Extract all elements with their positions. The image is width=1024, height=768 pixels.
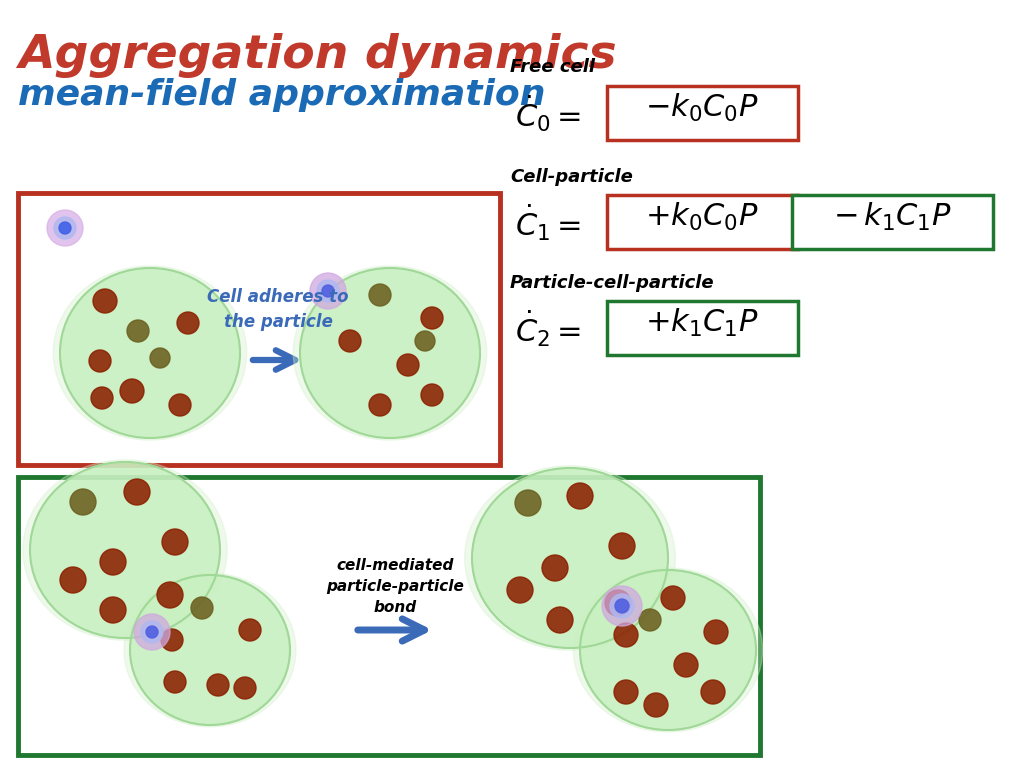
- Circle shape: [610, 594, 634, 618]
- Circle shape: [547, 607, 573, 633]
- Circle shape: [100, 597, 126, 623]
- Ellipse shape: [472, 468, 668, 648]
- Text: $\dot{C}_2 = $: $\dot{C}_2 = $: [515, 308, 582, 349]
- Circle shape: [421, 384, 443, 406]
- Text: mean-field approximation: mean-field approximation: [18, 78, 546, 112]
- Ellipse shape: [53, 266, 247, 440]
- Circle shape: [369, 394, 391, 416]
- Circle shape: [615, 599, 629, 613]
- Circle shape: [47, 210, 83, 246]
- Circle shape: [150, 348, 170, 368]
- Text: $+k_0C_0P$: $+k_0C_0P$: [645, 201, 759, 233]
- Circle shape: [91, 387, 113, 409]
- Text: cell-mediated
particle-particle
bond: cell-mediated particle-particle bond: [326, 558, 464, 615]
- FancyBboxPatch shape: [18, 477, 760, 755]
- Circle shape: [141, 621, 163, 643]
- Circle shape: [89, 350, 111, 372]
- Circle shape: [134, 614, 170, 650]
- Circle shape: [124, 479, 150, 505]
- FancyBboxPatch shape: [607, 195, 798, 249]
- Circle shape: [397, 354, 419, 376]
- FancyBboxPatch shape: [607, 86, 798, 140]
- Circle shape: [191, 597, 213, 619]
- Circle shape: [614, 680, 638, 704]
- Circle shape: [54, 217, 76, 239]
- Text: Aggregation dynamics: Aggregation dynamics: [18, 33, 616, 78]
- Circle shape: [239, 619, 261, 641]
- Ellipse shape: [30, 462, 220, 638]
- FancyBboxPatch shape: [607, 301, 798, 355]
- Circle shape: [415, 331, 435, 351]
- Circle shape: [234, 677, 256, 699]
- Circle shape: [705, 620, 728, 644]
- Circle shape: [542, 555, 568, 581]
- Circle shape: [322, 285, 334, 297]
- Circle shape: [701, 680, 725, 704]
- Ellipse shape: [60, 268, 240, 438]
- Ellipse shape: [300, 268, 480, 438]
- Circle shape: [162, 529, 188, 555]
- Text: $\dot{C}_0 = $: $\dot{C}_0 = $: [515, 93, 582, 134]
- Text: $\dot{C}_1 = $: $\dot{C}_1 = $: [515, 202, 582, 243]
- Ellipse shape: [124, 573, 296, 727]
- FancyBboxPatch shape: [792, 195, 993, 249]
- Circle shape: [59, 222, 71, 234]
- Circle shape: [164, 671, 186, 693]
- Ellipse shape: [293, 266, 486, 440]
- Circle shape: [605, 590, 631, 616]
- Circle shape: [127, 320, 150, 342]
- Circle shape: [609, 533, 635, 559]
- Circle shape: [93, 289, 117, 313]
- Circle shape: [120, 379, 144, 403]
- Text: Cell-particle: Cell-particle: [510, 168, 633, 186]
- Circle shape: [157, 582, 183, 608]
- Circle shape: [639, 609, 662, 631]
- Ellipse shape: [23, 460, 227, 641]
- FancyBboxPatch shape: [18, 193, 500, 465]
- Circle shape: [177, 312, 199, 334]
- Circle shape: [662, 586, 685, 610]
- Ellipse shape: [580, 570, 756, 730]
- Text: $-k_0C_0P$: $-k_0C_0P$: [645, 92, 759, 124]
- Circle shape: [310, 273, 346, 309]
- Text: $-\,k_1C_1P$: $-\,k_1C_1P$: [833, 201, 951, 233]
- Text: Particle-cell-particle: Particle-cell-particle: [510, 274, 715, 292]
- Circle shape: [169, 394, 191, 416]
- Circle shape: [644, 693, 668, 717]
- Circle shape: [146, 626, 158, 638]
- Text: Free cell: Free cell: [510, 58, 595, 76]
- Circle shape: [161, 629, 183, 651]
- Text: Cell adheres to
the particle: Cell adheres to the particle: [207, 288, 349, 331]
- Text: $+k_1C_1P$: $+k_1C_1P$: [645, 307, 759, 339]
- Circle shape: [70, 489, 96, 515]
- Ellipse shape: [465, 465, 676, 650]
- Circle shape: [207, 674, 229, 696]
- Circle shape: [369, 284, 391, 306]
- Circle shape: [567, 483, 593, 509]
- Circle shape: [100, 549, 126, 575]
- Circle shape: [614, 623, 638, 647]
- Circle shape: [602, 586, 642, 626]
- Circle shape: [421, 307, 443, 329]
- Circle shape: [507, 577, 534, 603]
- Circle shape: [339, 330, 361, 352]
- Ellipse shape: [130, 575, 290, 725]
- Circle shape: [317, 280, 339, 302]
- Circle shape: [674, 653, 698, 677]
- Circle shape: [515, 490, 541, 516]
- Circle shape: [60, 567, 86, 593]
- Ellipse shape: [573, 568, 763, 732]
